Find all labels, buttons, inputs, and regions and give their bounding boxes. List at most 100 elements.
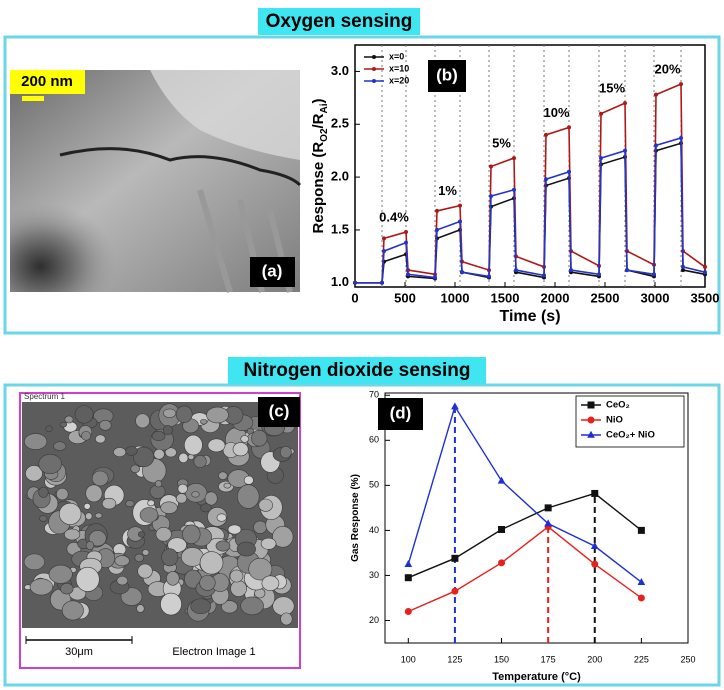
- sem-particle: [155, 526, 172, 542]
- data-point: [637, 577, 646, 585]
- x-axis-label: Time (s): [499, 308, 560, 325]
- data-point: [435, 208, 439, 213]
- scale-bar: [22, 96, 44, 101]
- sem-particle: [75, 566, 100, 592]
- sem-particle: [151, 430, 166, 442]
- sem-particle: [190, 598, 211, 615]
- y-tick-label: 30: [369, 570, 379, 580]
- sem-particle: [64, 528, 81, 541]
- panel-frame: [3, 383, 721, 687]
- sem-particle: [236, 541, 256, 557]
- sem-particle: [125, 446, 138, 456]
- data-point: [599, 111, 603, 116]
- data-point: [498, 559, 506, 567]
- data-point: [382, 249, 386, 254]
- sem-crack: [59, 147, 302, 187]
- y-axis-label: Response (RO2/RAi): [310, 98, 330, 233]
- sem-particle: [167, 537, 187, 553]
- sem-particle: [101, 497, 117, 510]
- y-tick-label: 1.0: [331, 274, 349, 289]
- data-point: [353, 280, 357, 285]
- x-tick-label: 125: [447, 654, 462, 664]
- data-point: [489, 164, 493, 169]
- data-point: [404, 574, 412, 582]
- sem-particle: [48, 564, 73, 584]
- sem-particle: [85, 484, 103, 503]
- sem-particle: [227, 524, 242, 535]
- sem-particle: [99, 419, 112, 431]
- data-point: [569, 268, 573, 273]
- panel-label: (d): [390, 403, 412, 422]
- series-line: [407, 404, 642, 583]
- data-point: [591, 489, 599, 497]
- sem-particle: [162, 425, 173, 436]
- annotation: 15%: [599, 81, 625, 96]
- x-tick-label: 0: [351, 290, 358, 305]
- sem-particle: [204, 491, 218, 506]
- sem-particle: [248, 557, 273, 581]
- scale-bar-label: 30μm: [65, 646, 93, 658]
- data-point: [433, 275, 437, 280]
- sem-particle: [81, 430, 92, 441]
- data-point: [654, 143, 658, 148]
- legend-marker: [372, 79, 376, 83]
- sem-particle: [74, 405, 94, 424]
- sem-particle: [141, 549, 150, 556]
- sem-particle: [94, 512, 103, 519]
- data-point: [567, 125, 571, 130]
- annotation: 20%: [654, 62, 680, 77]
- data-point: [599, 156, 603, 161]
- x-tick-label: 250: [680, 654, 695, 664]
- sem-particle: [136, 604, 145, 613]
- sem-particle: [25, 465, 43, 482]
- sem-particle: [24, 433, 48, 450]
- data-point: [514, 268, 518, 273]
- annotation: 1%: [438, 183, 457, 198]
- y-tick-label: 1.5: [331, 221, 349, 236]
- sem-image-a: 200 nm (a): [10, 70, 302, 293]
- sem-particle: [199, 574, 216, 591]
- data-point: [404, 607, 412, 615]
- sem-particle: [137, 531, 146, 538]
- data-point: [544, 177, 548, 182]
- panel-label-bg: [428, 60, 466, 92]
- sem-particle: [154, 480, 163, 488]
- sem-particle: [161, 548, 179, 567]
- x-tick-label: 2500: [591, 290, 620, 305]
- sem-particle: [88, 530, 107, 547]
- panel-frame: [3, 35, 721, 335]
- sem-particle: [261, 575, 280, 591]
- sem-particle: [280, 612, 293, 626]
- sem-particle: [258, 498, 273, 512]
- sem-particle: [272, 596, 295, 616]
- sem-particle: [240, 596, 264, 616]
- sem-particle: [23, 553, 45, 571]
- data-point: [637, 526, 645, 534]
- sem-particle: [216, 513, 227, 522]
- legend-marker: [372, 55, 376, 59]
- sem-particle: [147, 499, 155, 507]
- y-tick-label: 40: [369, 525, 379, 535]
- x-tick-label: 225: [634, 654, 649, 664]
- data-point: [703, 264, 707, 269]
- sem-particle: [243, 475, 254, 485]
- sem-particle: [279, 446, 292, 459]
- sem-image-c: [19, 392, 301, 669]
- scale-bar-bg: [10, 70, 85, 94]
- y-axis-label-part: Ai: [319, 103, 330, 113]
- data-point: [404, 559, 413, 567]
- x-tick-label: 1000: [441, 290, 470, 305]
- sem-grain: [150, 70, 300, 160]
- data-point: [382, 236, 386, 241]
- sem-particle: [199, 551, 224, 575]
- legend-label: CeO₂+ NiO: [606, 430, 655, 441]
- image-caption: Electron Image 1: [172, 646, 255, 658]
- y-tick-label: 70: [369, 390, 379, 400]
- y-axis-label: Gas Response (%): [350, 474, 361, 562]
- sem-particle: [38, 454, 62, 475]
- sem-particle: [251, 429, 268, 447]
- sem-particle: [175, 493, 188, 504]
- panel-label-bg: [378, 398, 423, 430]
- sem-particle: [135, 413, 150, 429]
- data-point: [380, 280, 384, 285]
